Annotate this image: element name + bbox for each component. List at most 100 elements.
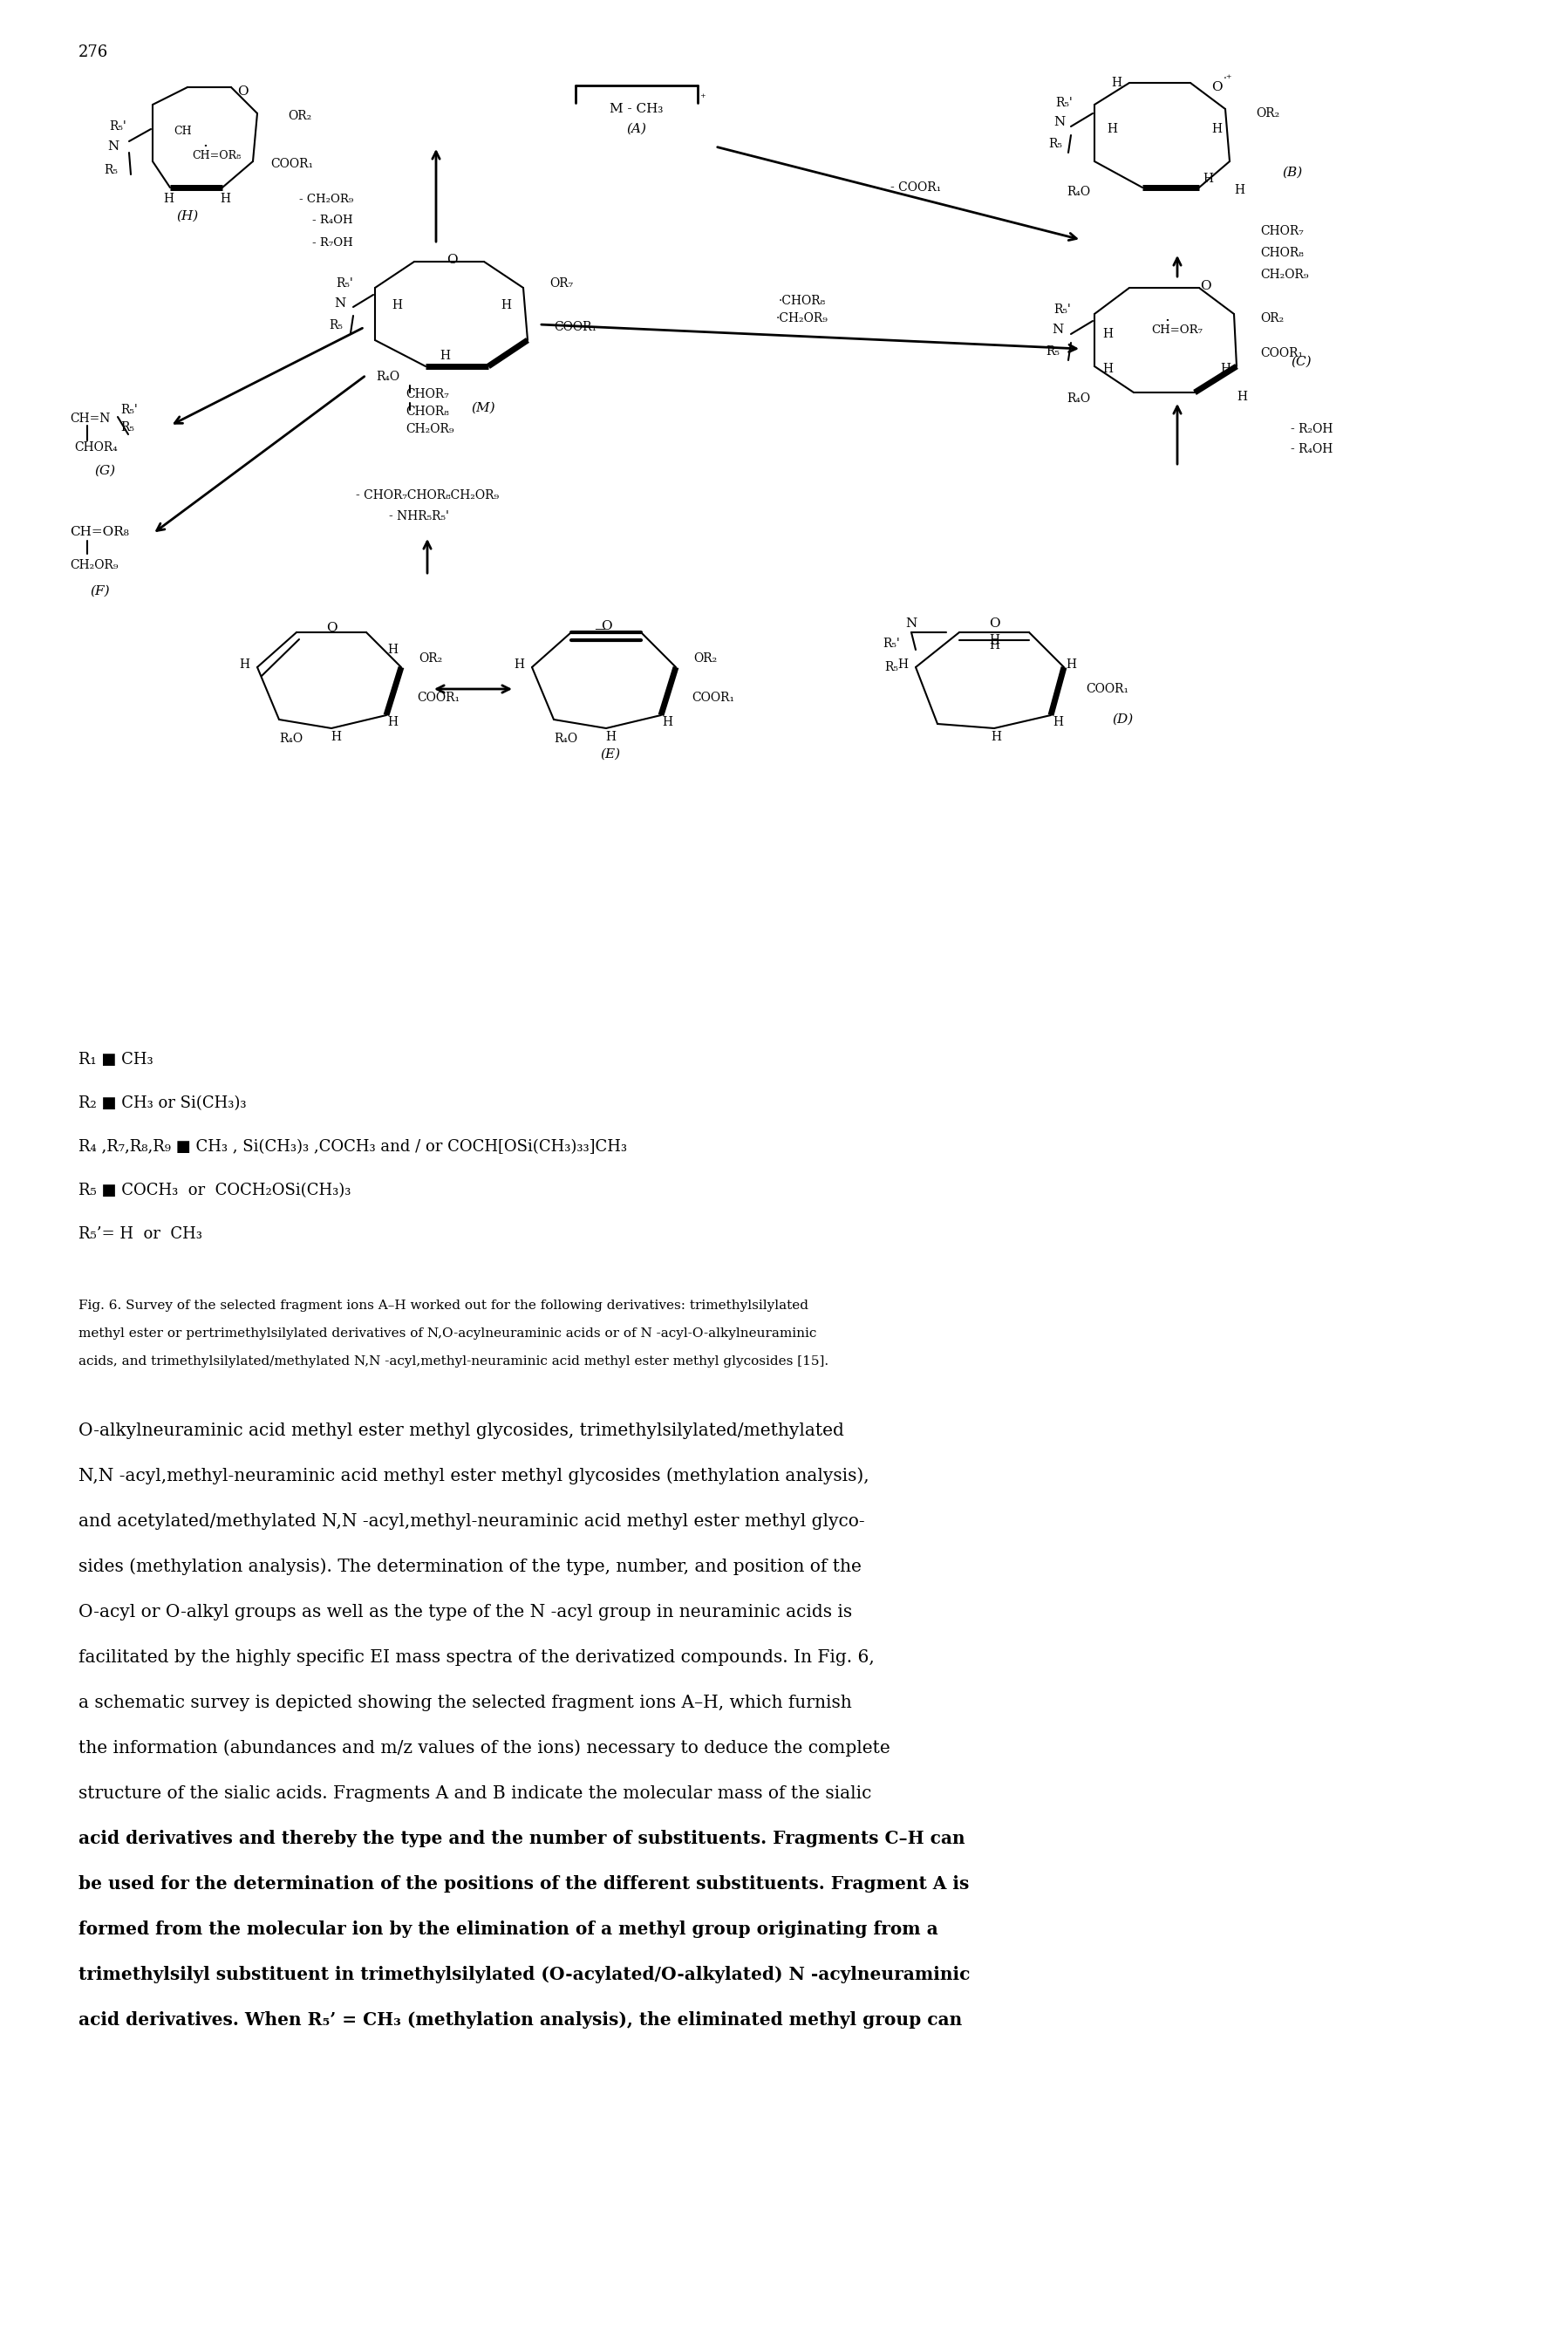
Text: CHOR₇: CHOR₇	[406, 387, 448, 401]
Text: COOR₁: COOR₁	[1261, 347, 1303, 359]
Text: N: N	[1052, 324, 1063, 336]
Text: be used for the determination of the positions of the different substituents. Fr: be used for the determination of the pos…	[78, 1875, 969, 1892]
Text: 276: 276	[78, 45, 108, 61]
Text: CHOR₄: CHOR₄	[74, 441, 118, 453]
Text: acids, and trimethylsilylated/methylated N,N -acyl,methyl-neuraminic acid methyl: acids, and trimethylsilylated/methylated…	[78, 1354, 828, 1368]
Text: sides (methylation analysis). The determination of the type, number, and positio: sides (methylation analysis). The determ…	[78, 1558, 861, 1575]
Text: O: O	[326, 622, 337, 634]
Text: CH=OR₇: CH=OR₇	[1151, 324, 1203, 336]
Text: - R₄OH: - R₄OH	[312, 216, 353, 225]
Text: R₅: R₅	[329, 319, 343, 331]
Text: and acetylated/methylated N,N -acyl,methyl-neuraminic acid methyl ester methyl g: and acetylated/methylated N,N -acyl,meth…	[78, 1514, 866, 1530]
Text: OR₂: OR₂	[1256, 108, 1279, 120]
Text: R₅: R₅	[103, 164, 118, 176]
Text: H: H	[1102, 364, 1113, 376]
Text: O-acyl or O-alkyl groups as well as the type of the N -acyl group in neuraminic : O-acyl or O-alkyl groups as well as the …	[78, 1603, 851, 1619]
Text: acid derivatives and thereby the type and the number of substituents. Fragments : acid derivatives and thereby the type an…	[78, 1831, 964, 1847]
Text: R₅: R₅	[121, 420, 135, 434]
Text: H: H	[1234, 183, 1245, 197]
Text: - R₄OH: - R₄OH	[1290, 444, 1333, 455]
Text: H: H	[238, 660, 249, 671]
Text: - CH₂OR₉: - CH₂OR₉	[299, 192, 353, 204]
Text: R₅’= H  or  CH₃: R₅’= H or CH₃	[78, 1225, 202, 1242]
Text: R₅': R₅'	[110, 120, 127, 131]
Text: R₅: R₅	[1046, 345, 1060, 357]
Text: a schematic survey is depicted showing the selected fragment ions A–H, which fur: a schematic survey is depicted showing t…	[78, 1695, 851, 1711]
Text: R₅': R₅'	[121, 404, 138, 415]
Text: CH₂OR₉: CH₂OR₉	[1261, 268, 1309, 282]
Text: facilitated by the highly specific EI mass spectra of the derivatized compounds.: facilitated by the highly specific EI ma…	[78, 1650, 875, 1666]
Text: (G): (G)	[94, 465, 114, 476]
Text: H: H	[220, 192, 230, 204]
Text: COOR₁: COOR₁	[1085, 683, 1129, 695]
Text: H: H	[387, 716, 398, 728]
Text: structure of the sialic acids. Fragments A and B indicate the molecular mass of : structure of the sialic acids. Fragments…	[78, 1784, 872, 1802]
Text: H: H	[1237, 390, 1247, 404]
Text: H: H	[605, 730, 616, 744]
Text: trimethylsilyl substituent in trimethylsilylated (O-acylated/O-alkylated) N -acy: trimethylsilyl substituent in trimethyls…	[78, 1967, 971, 1983]
Text: O: O	[447, 253, 458, 265]
Text: H: H	[1112, 77, 1121, 89]
Text: (E): (E)	[601, 749, 621, 760]
Text: R₄O: R₄O	[554, 732, 577, 744]
Text: (A): (A)	[627, 122, 646, 136]
Text: Fig. 6. Survey of the selected fragment ions A–H worked out for the following de: Fig. 6. Survey of the selected fragment …	[78, 1300, 809, 1312]
Text: (B): (B)	[1283, 167, 1303, 178]
Text: N: N	[906, 617, 917, 629]
Text: methyl ester or pertrimethylsilylated derivatives of N,O-acylneuraminic acids or: methyl ester or pertrimethylsilylated de…	[78, 1328, 817, 1340]
Text: R₄O: R₄O	[1066, 185, 1090, 197]
Text: acid derivatives. When R₅’ = CH₃ (methylation analysis), the eliminated methyl g: acid derivatives. When R₅’ = CH₃ (methyl…	[78, 2011, 963, 2028]
Text: - COOR₁: - COOR₁	[891, 181, 941, 192]
Text: O: O	[237, 84, 248, 99]
Text: CHOR₈: CHOR₈	[406, 406, 448, 418]
Text: (F): (F)	[91, 584, 110, 598]
Text: CH: CH	[174, 124, 193, 136]
Text: H: H	[163, 192, 174, 204]
Text: (H): (H)	[177, 211, 199, 223]
Text: COOR₁: COOR₁	[417, 692, 459, 704]
Text: (C): (C)	[1290, 357, 1311, 368]
Text: CH=OR₈: CH=OR₈	[69, 526, 129, 537]
Text: R₅': R₅'	[883, 638, 900, 650]
Text: H: H	[1220, 364, 1231, 376]
Text: O-alkylneuraminic acid methyl ester methyl glycosides, trimethylsilylated/methyl: O-alkylneuraminic acid methyl ester meth…	[78, 1422, 844, 1439]
Text: R₄O: R₄O	[376, 371, 400, 383]
Text: R₅': R₅'	[1055, 96, 1073, 108]
Text: H: H	[500, 298, 511, 312]
Text: R₄ ,R₇,R₈,R₉ ■ CH₃ , Si(CH₃)₃ ,COCH₃ and / or COCH[OSi(CH₃)₃₃]CH₃: R₄ ,R₇,R₈,R₉ ■ CH₃ , Si(CH₃)₃ ,COCH₃ and…	[78, 1138, 627, 1155]
Text: CH=OR₈: CH=OR₈	[191, 150, 241, 162]
Text: - R₇OH: - R₇OH	[312, 237, 353, 249]
Text: R₄O: R₄O	[1066, 392, 1090, 404]
Text: H: H	[662, 716, 673, 728]
Text: OR₂: OR₂	[419, 652, 442, 664]
Text: OR₂: OR₂	[289, 110, 312, 122]
Text: CHOR₈: CHOR₈	[1261, 246, 1303, 258]
Text: COOR₁: COOR₁	[554, 322, 596, 333]
Text: ·: ·	[1163, 312, 1170, 329]
Text: OR₇: OR₇	[549, 277, 572, 289]
Text: O: O	[1210, 82, 1221, 94]
Text: R₅': R₅'	[1054, 303, 1071, 317]
Text: COOR₁: COOR₁	[270, 157, 314, 169]
Text: H: H	[439, 350, 450, 361]
Text: O: O	[601, 620, 612, 631]
Text: H: H	[1107, 122, 1116, 136]
Text: N: N	[108, 141, 119, 153]
Text: H: H	[1203, 174, 1214, 185]
Text: H: H	[897, 660, 908, 671]
Text: H: H	[989, 638, 999, 652]
Text: formed from the molecular ion by the elimination of a methyl group originating f: formed from the molecular ion by the eli…	[78, 1920, 938, 1939]
Text: ·⁺: ·⁺	[1223, 73, 1232, 84]
Text: COOR₁: COOR₁	[691, 692, 734, 704]
Text: CH₂OR₉: CH₂OR₉	[69, 559, 118, 570]
Text: R₁ ■ CH₃: R₁ ■ CH₃	[78, 1051, 154, 1068]
Text: - R₂OH: - R₂OH	[1290, 422, 1333, 434]
Text: ·: ·	[202, 138, 207, 155]
Text: ·CH₂OR₉: ·CH₂OR₉	[776, 312, 828, 324]
Text: R₄O: R₄O	[279, 732, 303, 744]
Text: R₅: R₅	[884, 662, 898, 674]
Text: CH=N: CH=N	[69, 413, 110, 425]
Text: H: H	[392, 298, 401, 312]
Text: (M): (M)	[470, 401, 495, 415]
Text: N,N -acyl,methyl-neuraminic acid methyl ester methyl glycosides (methylation ana: N,N -acyl,methyl-neuraminic acid methyl …	[78, 1467, 869, 1483]
